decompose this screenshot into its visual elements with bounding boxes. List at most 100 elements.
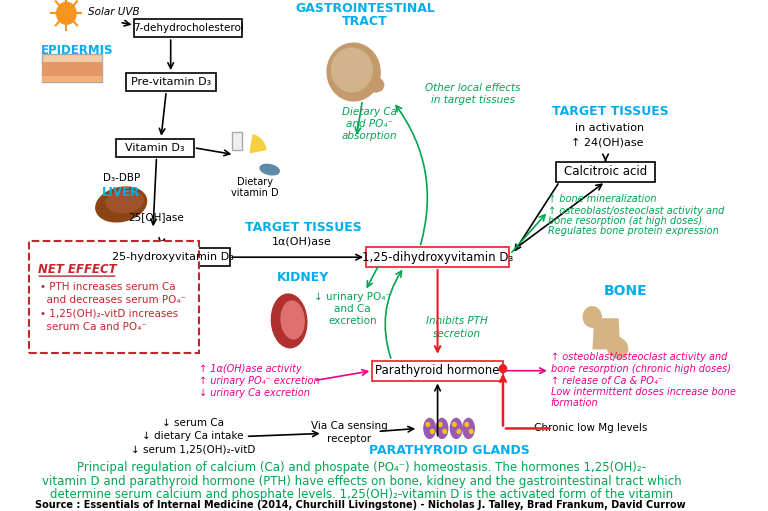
Text: bone resorption (chronic high doses): bone resorption (chronic high doses): [551, 364, 730, 374]
Ellipse shape: [281, 301, 304, 339]
FancyBboxPatch shape: [115, 248, 230, 266]
Text: • PTH increases serum Ca: • PTH increases serum Ca: [40, 282, 176, 292]
Text: Chronic low Mg levels: Chronic low Mg levels: [534, 424, 647, 433]
FancyBboxPatch shape: [556, 161, 655, 181]
FancyBboxPatch shape: [41, 76, 101, 82]
Text: 1,25-dihydroxyvitamin D₃: 1,25-dihydroxyvitamin D₃: [362, 251, 513, 264]
Ellipse shape: [332, 48, 372, 92]
Text: Parathyroid hormone: Parathyroid hormone: [376, 364, 500, 377]
Text: ↓ serum Ca: ↓ serum Ca: [162, 419, 223, 428]
FancyBboxPatch shape: [116, 138, 194, 157]
Text: ↑ osteoblast/osteoclast activity and: ↑ osteoblast/osteoclast activity and: [551, 352, 727, 362]
Text: EPIDERMIS: EPIDERMIS: [41, 43, 113, 57]
Text: GASTROINTESTINAL: GASTROINTESTINAL: [295, 2, 435, 15]
Text: receptor: receptor: [327, 434, 371, 445]
Circle shape: [426, 423, 429, 427]
Text: Via Ca sensing: Via Ca sensing: [311, 422, 388, 431]
Text: Other local effects: Other local effects: [425, 83, 521, 93]
Text: 1α(OH)ase: 1α(OH)ase: [272, 236, 331, 246]
Text: TARGET TISSUES: TARGET TISSUES: [245, 221, 362, 234]
Text: TARGET TISSUES: TARGET TISSUES: [551, 105, 668, 119]
FancyBboxPatch shape: [29, 241, 199, 353]
Text: determine serum calcium and phosphate levels. 1,25(OH)₂-vitamin D is the activat: determine serum calcium and phosphate le…: [50, 487, 673, 501]
Text: Low intermittent doses increase bone: Low intermittent doses increase bone: [551, 387, 736, 397]
Text: NET EFFECT: NET EFFECT: [38, 263, 116, 275]
Text: TRACT: TRACT: [343, 15, 388, 28]
FancyBboxPatch shape: [372, 361, 503, 381]
Circle shape: [465, 423, 468, 427]
Text: in target tissues: in target tissues: [431, 95, 515, 105]
Text: and Ca: and Ca: [334, 304, 371, 314]
Text: Dietary
vitamin D: Dietary vitamin D: [231, 177, 279, 198]
Text: Vitamin D₃: Vitamin D₃: [125, 143, 184, 153]
Text: absorption: absorption: [342, 131, 397, 141]
Text: Source : Essentials of Internal Medicine (2014, Churchill Livingstone) - Nichola: Source : Essentials of Internal Medicine…: [35, 500, 686, 510]
Text: in activation: in activation: [575, 123, 644, 133]
Ellipse shape: [271, 294, 307, 348]
Circle shape: [431, 429, 434, 433]
Text: Solar UVB: Solar UVB: [88, 7, 139, 17]
Text: Calcitroic acid: Calcitroic acid: [564, 165, 647, 178]
Text: ↓ urinary Ca excretion: ↓ urinary Ca excretion: [199, 388, 310, 398]
Ellipse shape: [106, 191, 144, 213]
Text: and PO₄⁻: and PO₄⁻: [346, 119, 393, 129]
Text: Regulates bone protein expression: Regulates bone protein expression: [548, 226, 719, 236]
Circle shape: [469, 429, 473, 433]
Ellipse shape: [327, 43, 380, 101]
Circle shape: [57, 3, 76, 24]
Circle shape: [607, 337, 625, 357]
FancyBboxPatch shape: [41, 54, 101, 82]
Text: 25[OH]ase: 25[OH]ase: [129, 213, 184, 222]
Text: BONE: BONE: [604, 284, 647, 298]
Circle shape: [457, 429, 461, 433]
Text: secretion: secretion: [433, 329, 481, 339]
Text: • 1,25(OH)₂-vitD increases: • 1,25(OH)₂-vitD increases: [40, 309, 178, 319]
Text: LIVER: LIVER: [102, 186, 141, 199]
Circle shape: [584, 307, 601, 327]
Circle shape: [610, 339, 627, 359]
Text: PARATHYROID GLANDS: PARATHYROID GLANDS: [369, 444, 529, 457]
Ellipse shape: [436, 419, 448, 438]
Circle shape: [499, 365, 507, 373]
Text: 25-hydroxyvitamin D₃: 25-hydroxyvitamin D₃: [111, 252, 233, 262]
Ellipse shape: [463, 419, 475, 438]
Circle shape: [452, 423, 456, 427]
Text: formation: formation: [551, 398, 598, 408]
Ellipse shape: [368, 78, 384, 92]
Text: D₃-DBP: D₃-DBP: [103, 173, 140, 182]
Polygon shape: [593, 319, 620, 349]
FancyBboxPatch shape: [134, 19, 242, 37]
Text: and decreases serum PO₄⁻: and decreases serum PO₄⁻: [40, 295, 186, 305]
Circle shape: [443, 429, 446, 433]
Text: ↑ osteoblast/osteoclast activity and: ↑ osteoblast/osteoclast activity and: [548, 206, 724, 216]
Text: KIDNEY: KIDNEY: [277, 271, 329, 284]
Ellipse shape: [424, 419, 435, 438]
FancyBboxPatch shape: [232, 132, 242, 150]
Text: ↑ urinary PO₄⁻ excretion: ↑ urinary PO₄⁻ excretion: [199, 376, 319, 386]
Wedge shape: [250, 135, 266, 153]
Text: Inhibits PTH: Inhibits PTH: [426, 316, 488, 326]
Text: excretion: excretion: [329, 316, 377, 326]
Text: ↑ 1α(OH)ase activity: ↑ 1α(OH)ase activity: [199, 364, 302, 374]
Ellipse shape: [260, 165, 280, 175]
Text: ↑ bone mineralization: ↑ bone mineralization: [548, 195, 657, 204]
Text: ↓ serum 1,25(OH)₂-vitD: ↓ serum 1,25(OH)₂-vitD: [131, 445, 255, 454]
Text: Principal regulation of calcium (Ca) and phospate (PO₄⁻) homeostasis. The hormon: Principal regulation of calcium (Ca) and…: [77, 461, 646, 474]
Text: ↓ urinary PO₄⁻: ↓ urinary PO₄⁻: [314, 292, 391, 302]
Text: serum Ca and PO₄⁻: serum Ca and PO₄⁻: [40, 322, 147, 332]
Text: Dietary Ca: Dietary Ca: [342, 107, 397, 117]
Text: 7-dehydrocholesterol: 7-dehydrocholesterol: [133, 23, 243, 33]
Text: vitamin D and parathyroid hormone (PTH) have effects on bone, kidney and the gas: vitamin D and parathyroid hormone (PTH) …: [41, 475, 681, 487]
Circle shape: [439, 423, 442, 427]
Circle shape: [584, 307, 601, 327]
Text: ↑ release of Ca & PO₄⁻: ↑ release of Ca & PO₄⁻: [551, 376, 663, 386]
Text: ↑ 24(OH)ase: ↑ 24(OH)ase: [571, 137, 644, 148]
Ellipse shape: [450, 419, 462, 438]
FancyBboxPatch shape: [41, 62, 101, 76]
FancyBboxPatch shape: [126, 73, 216, 91]
Text: ↓ dietary Ca intake: ↓ dietary Ca intake: [142, 431, 243, 442]
Text: bone resorption (at high doses): bone resorption (at high doses): [548, 216, 702, 226]
Ellipse shape: [96, 187, 147, 222]
Text: Pre-vitamin D₃: Pre-vitamin D₃: [131, 77, 210, 87]
FancyBboxPatch shape: [366, 247, 509, 267]
